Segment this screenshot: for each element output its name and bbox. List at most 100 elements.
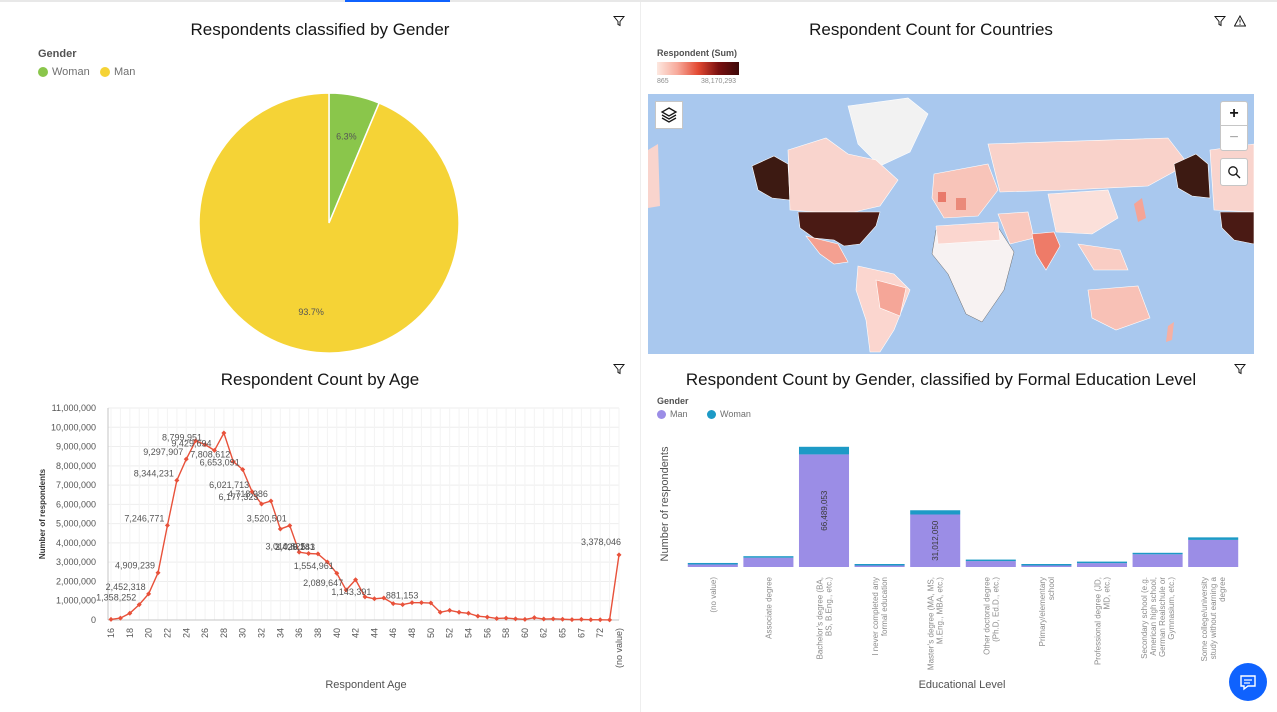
y-tick-label: 10,000,000 [51,422,96,432]
map-search-button[interactable] [1220,158,1248,186]
x-tick-label: 56 [482,628,492,638]
age-data-point [334,570,340,576]
age-data-point [240,467,246,473]
y-tick-label: 1,000,000 [56,596,96,606]
x-axis-title: Educational Level [919,679,1006,691]
bar-man [1076,563,1128,567]
bar-woman [1076,561,1128,564]
x-tick-label: 65 [558,628,568,638]
zoom-out-icon: − [1229,129,1239,146]
x-tick-label: 58 [501,628,511,638]
country-uk [938,192,946,202]
country-alaska-edge [648,144,660,208]
x-tick-label: 52 [445,628,455,638]
bar-woman [798,446,850,455]
age-data-point [146,591,152,597]
layers-button[interactable] [655,101,683,129]
chat-button[interactable] [1229,663,1267,701]
age-data-point [597,617,603,623]
bar-man [687,564,738,567]
legend-item-woman[interactable]: Woman [38,66,90,78]
legend-swatch [707,409,716,419]
zoom-in-icon: + [1229,105,1239,122]
x-category-label-line: M.Eng., MBA, etc.) [936,577,945,644]
age-data-point [428,600,434,606]
panel-divider [640,2,641,712]
bar-man [798,454,850,567]
age-point-label: 6,653,091 [200,458,240,468]
x-axis-title: Respondent Age [325,679,406,691]
age-data-point [437,609,443,615]
age-data-point [475,613,481,619]
age-point-label: 6,021,713 [209,480,249,490]
bar-woman [1132,552,1183,555]
age-data-point [127,610,133,616]
map-legend-min: 865 [657,78,669,85]
x-tick-label: 28 [219,628,229,638]
filter-icon[interactable] [613,15,625,27]
x-category-label-line: Secondary school (e.g. [1140,577,1149,659]
bar-man [1188,539,1239,567]
filter-icon[interactable] [613,363,625,375]
y-tick-label: 7,000,000 [56,480,96,490]
country-usa [797,211,881,247]
age-data-point [371,596,377,602]
education-panel: Respondent Count by Gender, classified b… [641,360,1277,712]
age-data-point [353,577,359,583]
age-data-point [494,615,500,621]
country-north-africa [935,221,1001,245]
filter-icon[interactable] [1234,363,1246,375]
age-point-label: 1,358,252 [96,593,136,603]
x-category-label-line: school [1047,577,1056,600]
x-tick-label: 48 [407,628,417,638]
filter-icon[interactable] [1214,15,1226,27]
zoom-out-button[interactable]: − [1220,125,1248,151]
age-data-point [484,614,490,620]
zoom-in-button[interactable]: + [1220,101,1248,127]
legend-item-woman[interactable]: Woman [707,409,751,419]
age-line-chart: 0 1,000,000 2,000,000 3,000,000 4,000,000 5,0… [38,403,624,691]
age-data-point [560,616,566,622]
countries-chart-title: Respondent Count for Countries [809,20,1053,39]
bar-woman [854,564,905,566]
x-category-label-line: (no value) [709,577,718,613]
age-point-label: 3,378,046 [581,537,621,547]
world-map[interactable]: + − [648,94,1254,354]
legend-label: Man [670,409,688,419]
country-australia [1087,285,1151,331]
age-data-point [569,617,575,623]
age-data-point [164,522,170,528]
legend-item-man[interactable]: Man [100,66,135,78]
y-tick-label: 4,000,000 [56,538,96,548]
pie-slice-man [198,92,460,354]
x-tick-label: 18 [125,628,135,638]
x-tick-label: 46 [388,628,398,638]
x-category-label: Master’s degree (MA, MS,M.Eng., MBA, etc… [927,577,945,670]
age-point-label: 2,089,647 [303,578,343,588]
age-point-label: 3,520,501 [247,514,287,524]
warning-icon[interactable] [1234,15,1246,27]
map-legend-max: 38,170,293 [701,78,737,85]
x-tick-label: 60 [520,628,530,638]
bar-man [965,561,1016,567]
age-data-point [287,523,293,529]
age-point-label: 7,246,771 [124,513,164,523]
x-category-label: (no value) [709,577,718,613]
country-germany [956,198,966,210]
y-tick-label: 9,000,000 [56,442,96,452]
age-data-point [324,559,330,565]
country-alaska-wrap [1173,153,1211,199]
bar-woman [910,510,961,515]
legend-item-man[interactable]: Man [657,409,688,419]
age-data-point [381,595,387,601]
map-color-scale [657,62,739,75]
x-category-label: Associate degree [764,576,773,638]
x-tick-label: 20 [144,628,154,638]
x-category-label-line: German Realschule or [1158,577,1167,657]
age-data-point [315,551,321,557]
bar-woman [965,559,1016,562]
age-point-label: 2,426,283 [275,542,315,552]
age-data-point [588,617,594,623]
x-tick-label: 24 [181,628,191,638]
x-category-label: Secondary school (e.g.American high scho… [1140,577,1176,659]
